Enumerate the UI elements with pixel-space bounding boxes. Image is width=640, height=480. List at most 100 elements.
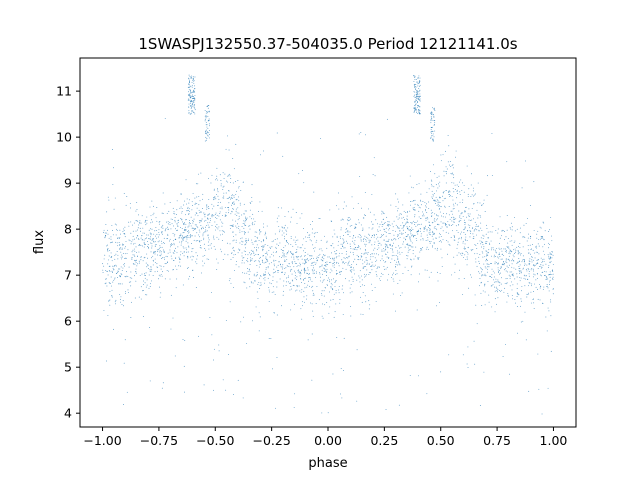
data-point [128, 221, 130, 223]
data-point [414, 105, 416, 106]
data-point [391, 249, 393, 251]
data-point [196, 232, 198, 234]
data-point [331, 284, 333, 286]
data-point [216, 214, 218, 216]
data-point [387, 246, 388, 248]
data-point [344, 258, 346, 260]
data-point [517, 245, 519, 247]
data-point [385, 235, 387, 237]
data-point [207, 112, 209, 114]
data-point [411, 227, 413, 229]
data-point [218, 226, 220, 228]
data-point [405, 232, 406, 233]
data-point [245, 254, 246, 256]
data-point [126, 271, 128, 273]
data-point [225, 212, 227, 214]
data-point [186, 235, 188, 237]
data-point [436, 229, 438, 231]
data-point [549, 279, 551, 281]
data-point [522, 259, 524, 261]
data-point [347, 242, 349, 244]
data-point [509, 227, 511, 229]
data-point [134, 238, 135, 240]
data-point [123, 404, 124, 405]
data-point [452, 203, 454, 205]
data-point [139, 275, 141, 276]
data-point [222, 172, 224, 174]
data-point [188, 213, 190, 214]
data-point [385, 268, 387, 270]
data-point [311, 280, 313, 282]
data-point [479, 202, 481, 204]
data-point [150, 234, 152, 236]
data-point [221, 208, 223, 210]
data-point [318, 217, 320, 219]
data-point [207, 115, 209, 117]
data-point [517, 292, 519, 294]
data-point [460, 220, 462, 221]
data-point [480, 246, 482, 248]
data-point [544, 275, 545, 276]
data-point [286, 265, 288, 267]
data-point [389, 244, 391, 246]
data-point [268, 287, 270, 289]
data-point [551, 269, 553, 271]
data-point [213, 389, 214, 391]
data-point [162, 192, 164, 194]
data-point [461, 236, 462, 238]
data-point [193, 82, 195, 84]
data-point [276, 217, 278, 219]
data-point [431, 111, 433, 113]
data-point [239, 250, 241, 251]
data-point [108, 270, 110, 271]
data-point [370, 265, 372, 267]
data-point [550, 315, 552, 317]
data-point [486, 250, 488, 252]
data-point [418, 210, 420, 212]
data-point [296, 285, 298, 287]
data-point [484, 274, 486, 276]
data-point [358, 234, 360, 236]
data-point [285, 229, 287, 231]
data-point [191, 209, 193, 211]
data-point [538, 245, 540, 247]
data-point [137, 229, 139, 231]
data-point [300, 264, 301, 265]
data-point [112, 241, 114, 243]
data-point [520, 298, 522, 300]
data-point [498, 257, 500, 259]
data-point [386, 256, 388, 258]
data-point [138, 244, 140, 246]
data-point [498, 270, 499, 272]
data-point [338, 262, 340, 264]
data-point [319, 273, 321, 275]
data-point [534, 274, 536, 276]
data-point [360, 256, 362, 258]
data-point [121, 304, 123, 305]
data-point [461, 252, 463, 254]
data-point [441, 257, 443, 259]
data-point [439, 272, 441, 274]
data-point [245, 218, 247, 220]
data-point [465, 211, 467, 213]
data-point [312, 269, 314, 271]
data-point [434, 213, 436, 215]
data-point [193, 89, 195, 91]
data-point [174, 250, 176, 252]
data-point [476, 265, 478, 267]
data-point [479, 405, 481, 406]
data-point [251, 239, 253, 241]
data-point [387, 240, 388, 242]
data-point [295, 290, 296, 292]
data-point [433, 136, 435, 138]
data-point [323, 258, 325, 260]
data-point [417, 111, 419, 113]
data-point [146, 234, 148, 236]
data-point [271, 241, 273, 243]
data-point [275, 246, 277, 248]
data-point [274, 272, 276, 274]
data-point [123, 229, 125, 231]
data-point [411, 200, 413, 202]
data-point [514, 253, 516, 254]
data-point [378, 267, 380, 268]
